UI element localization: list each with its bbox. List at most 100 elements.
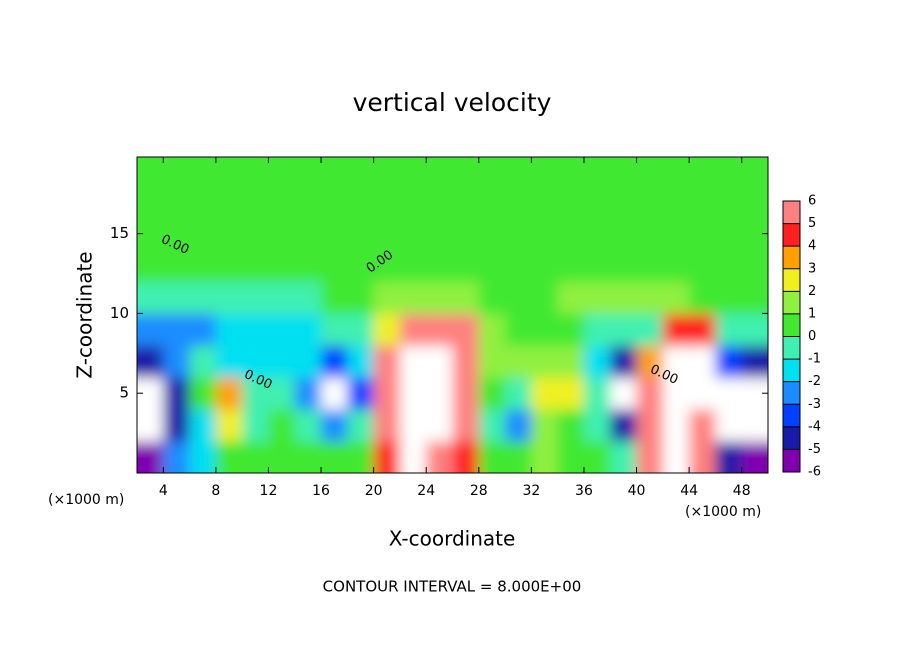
x-tick-label: 28: [470, 483, 488, 499]
field-cell: [478, 377, 506, 410]
field-cell: [531, 281, 559, 314]
field-cell: [242, 157, 269, 187]
x-tick-label: 12: [260, 483, 278, 499]
field-cell: [531, 345, 559, 378]
field-cell: [741, 157, 768, 187]
field-cell: [268, 185, 296, 219]
field-cell: [689, 217, 716, 251]
field-cell: [268, 409, 296, 442]
field-cell: [610, 377, 638, 410]
field-cell: [610, 409, 638, 442]
field-cell: [583, 345, 611, 378]
field-cell: [399, 377, 427, 410]
field-cell: [321, 345, 348, 378]
field-cell: [583, 157, 611, 187]
field-cell: [715, 281, 743, 314]
field-cell: [189, 217, 217, 251]
field-cell: [163, 185, 191, 219]
field-cell: [373, 217, 401, 251]
field-cell: [636, 217, 664, 251]
colorbar-tick-label: 2: [808, 284, 816, 299]
field-cell: [531, 377, 559, 410]
field-cell: [215, 409, 243, 442]
colorbar-tick-label: -6: [808, 465, 821, 480]
colorbar-tick-label: -2: [808, 374, 821, 389]
field-cell: [452, 441, 480, 473]
field-cell: [583, 217, 611, 251]
field-cell: [268, 377, 296, 410]
x-tick-label: 24: [417, 483, 435, 499]
field-cell: [452, 157, 480, 187]
x-tick-label: 32: [522, 483, 540, 499]
field-cell: [452, 313, 480, 346]
field-cell: [321, 157, 348, 187]
field-cell: [373, 185, 401, 219]
colorbar-segment: [783, 404, 800, 427]
field-cell: [478, 249, 506, 282]
field-cell: [399, 313, 427, 346]
field-cell: [636, 345, 664, 378]
field-cell: [610, 281, 638, 314]
field-cell: [610, 157, 638, 187]
field-cell: [557, 157, 585, 187]
field-cell: [137, 185, 164, 219]
field-cell: [505, 249, 532, 282]
y-tick-label: 10: [110, 304, 129, 322]
field-cell: [268, 441, 296, 473]
field-cell: [610, 249, 638, 282]
field-cell: [215, 345, 243, 378]
field-cell: [662, 157, 690, 187]
field-cell: [531, 217, 559, 251]
field-cell: [741, 185, 768, 219]
field-cell: [189, 345, 217, 378]
field-cell: [189, 409, 217, 442]
field-cell: [321, 313, 348, 346]
field-cell: [505, 441, 532, 473]
field-cell: [478, 185, 506, 219]
field-cell: [426, 441, 453, 473]
colorbar-segment: [783, 201, 800, 224]
field-cell: [505, 409, 532, 442]
field-cell: [662, 441, 690, 473]
field-cell: [583, 281, 611, 314]
field-cell: [268, 345, 296, 378]
field-cell: [321, 281, 348, 314]
field-cell: [242, 313, 269, 346]
field-cell: [426, 377, 453, 410]
field-cell: [373, 345, 401, 378]
field-cell: [741, 313, 768, 346]
field-cell: [347, 313, 375, 346]
field-cell: [426, 185, 453, 219]
field-cell: [636, 409, 664, 442]
field-cell: [557, 249, 585, 282]
field-cell: [715, 157, 743, 187]
colorbar-segment: [783, 246, 800, 269]
field-cell: [163, 281, 191, 314]
field-cell: [662, 313, 690, 346]
field-cell: [478, 157, 506, 187]
field-cell: [478, 313, 506, 346]
x-unit: (×1000 m): [685, 504, 761, 520]
field-cell: [689, 281, 716, 314]
field-cell: [268, 157, 296, 187]
field-cell: [715, 345, 743, 378]
footer: CONTOUR INTERVAL = 8.000E+00: [323, 578, 582, 596]
field-cell: [452, 217, 480, 251]
field-cell: [294, 281, 322, 314]
field-cell: [373, 377, 401, 410]
field-cell: [689, 185, 716, 219]
field-cell: [426, 409, 453, 442]
field-cell: [478, 217, 506, 251]
field-cell: [662, 185, 690, 219]
field-cell: [478, 345, 506, 378]
x-tick-label: 48: [733, 483, 751, 499]
field-cell: [531, 249, 559, 282]
field-cell: [268, 217, 296, 251]
field-cell: [610, 313, 638, 346]
field-cell: [294, 441, 322, 473]
field-cell: [163, 157, 191, 187]
field-cell: [137, 377, 164, 410]
field-cell: [689, 157, 716, 187]
field-cell: [215, 157, 243, 187]
